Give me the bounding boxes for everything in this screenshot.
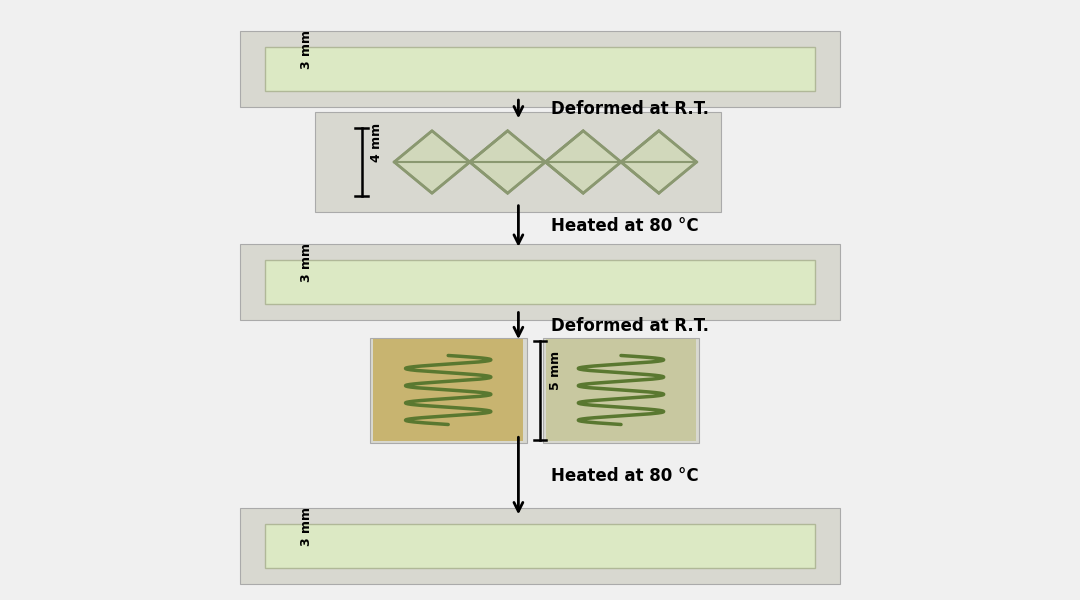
Bar xyxy=(545,340,696,440)
Bar xyxy=(374,340,523,440)
Text: Deformed at R.T.: Deformed at R.T. xyxy=(551,100,708,118)
Polygon shape xyxy=(470,131,545,193)
Bar xyxy=(240,31,840,107)
Bar xyxy=(542,337,700,443)
Text: 5 mm: 5 mm xyxy=(549,351,562,390)
Bar xyxy=(315,112,721,212)
Text: Heated at 80 °C: Heated at 80 °C xyxy=(551,217,699,235)
Text: 3 mm: 3 mm xyxy=(300,30,313,69)
Text: 4 mm: 4 mm xyxy=(370,123,383,162)
Polygon shape xyxy=(545,131,621,193)
Bar xyxy=(265,47,815,91)
Polygon shape xyxy=(621,131,697,193)
Polygon shape xyxy=(394,131,470,193)
Text: 3 mm: 3 mm xyxy=(300,507,313,546)
Bar xyxy=(369,337,527,443)
Bar xyxy=(265,260,815,304)
Bar xyxy=(240,508,840,584)
Bar xyxy=(265,524,815,568)
Bar xyxy=(240,244,840,320)
Text: Deformed at R.T.: Deformed at R.T. xyxy=(551,317,708,335)
Text: 3 mm: 3 mm xyxy=(300,243,313,282)
Text: Heated at 80 °C: Heated at 80 °C xyxy=(551,467,699,485)
